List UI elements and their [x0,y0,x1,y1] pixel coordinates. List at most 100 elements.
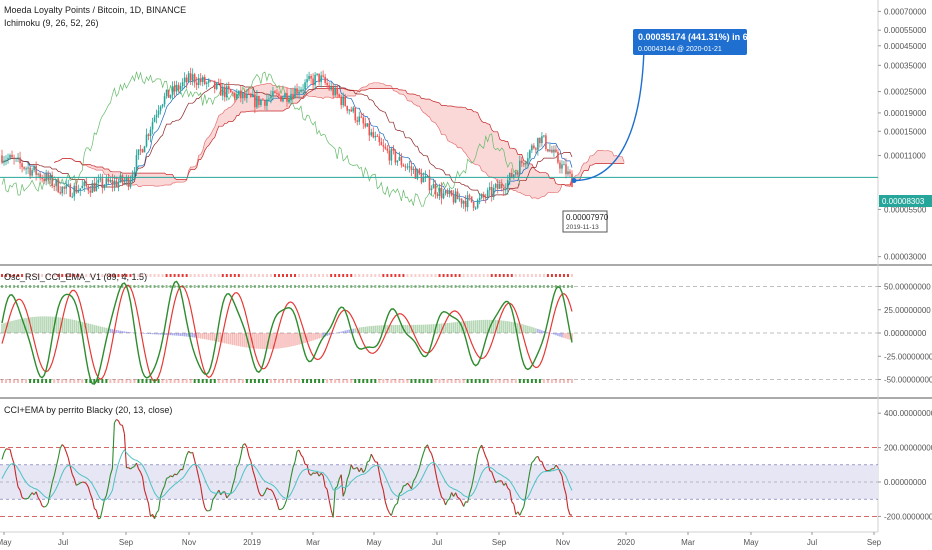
osc-bottom-marker [9,379,12,383]
cci-segment [200,486,204,500]
cci-segment [135,462,139,469]
osc-bottom-marker [330,379,333,383]
cci-segment [348,464,352,474]
osc-bottom-marker [298,379,301,383]
cci-segment [160,490,164,497]
osc-top-band [29,285,32,288]
osc-top-marker [366,274,369,277]
osc-top-band [73,285,76,288]
osc-bottom-marker [181,379,184,383]
osc-top-marker [442,274,445,277]
osc-top-marker [394,274,397,277]
candle-body [430,188,433,191]
cci-segment [463,501,467,507]
candle-body [105,178,108,186]
candle-body [47,173,49,180]
osc-top-band [141,285,144,288]
osc-top-marker [121,274,124,277]
osc-top-band [414,285,417,288]
candle-body [318,73,320,83]
candle-body [213,80,216,89]
osc-top-band [486,285,489,288]
cci-segment [533,457,537,461]
candle-body [25,168,27,170]
osc-top-marker [209,274,212,277]
osc-top-band [558,285,561,288]
cci-segment [45,502,49,507]
time-axis: May Jul Sep Nov 2019 Mar May Jul Sep Nov 2020 Mar Ma… [0,532,882,547]
cci-segment [69,466,73,475]
osc-top-marker [342,274,345,277]
osc-top-band [434,285,437,288]
osc-top-band [518,285,521,288]
cci-segment [457,496,460,500]
osc-top-marker [165,274,168,277]
osc-bottom-marker [101,379,104,383]
cci-segment [1,452,5,460]
osc-top-band [53,285,56,288]
osc-bottom-marker [125,379,128,383]
cci-segment [386,508,390,514]
osc-bottom-marker [237,379,240,383]
osc-bottom-marker [121,379,124,383]
candle-body [262,99,264,101]
osc-top-marker [21,274,24,277]
current-price-badge [879,195,932,207]
candle-body [523,162,525,165]
osc-bottom-marker [306,379,309,383]
candle-body [404,166,407,168]
osc-bottom-marker [65,379,68,383]
candle-body [27,167,29,169]
projection-box[interactable] [633,29,747,55]
price-tick-label: 0.00055000 [884,26,927,35]
osc-top-band [318,285,321,288]
candle-body [149,129,152,137]
cci-segment [178,469,182,473]
osc-bottom-marker [77,379,80,383]
cci-segment [166,476,169,479]
osc-top-marker [137,274,140,277]
osc-bottom-marker [177,379,180,383]
osc-top-marker [9,274,12,277]
osc-top-band [217,285,220,288]
candle-body [482,194,485,198]
cci-segment [65,451,69,458]
cci-segment [316,471,320,477]
osc-top-band [526,285,529,288]
osc-top-band [93,285,96,288]
osc-bottom-marker [522,379,525,383]
candle-body [153,117,156,122]
candle-body [57,179,59,193]
osc-top-marker [470,274,473,277]
osc-top-band [213,285,216,288]
osc-top-marker [25,274,28,277]
osc-top-marker [29,274,32,277]
osc-bottom-marker [117,379,120,383]
osc-top-band [466,285,469,288]
osc-bottom-marker [530,379,533,383]
osc-top-band [281,285,284,288]
cci-segment [344,479,348,491]
candle-body [256,95,258,108]
osc-top-band [406,285,409,288]
candle-body [396,160,399,163]
cci-segment [121,425,125,434]
cci-segment [477,448,481,456]
osc-top-marker [81,274,84,277]
candle-body [21,163,23,168]
osc-bottom-marker [269,379,272,383]
candle-body [468,195,471,197]
candle-body [340,96,342,106]
osc-top-band [81,285,84,288]
osc-top-band [522,285,525,288]
osc-bottom-marker [189,379,192,383]
cci-segment [367,460,370,463]
osc-top-band [153,285,156,288]
cci-segment [284,498,288,505]
osc-top-marker [558,274,561,277]
candle-body [565,164,567,175]
osc-bottom-marker [294,379,297,383]
candle-body [478,197,481,201]
cci-segment [15,476,19,488]
